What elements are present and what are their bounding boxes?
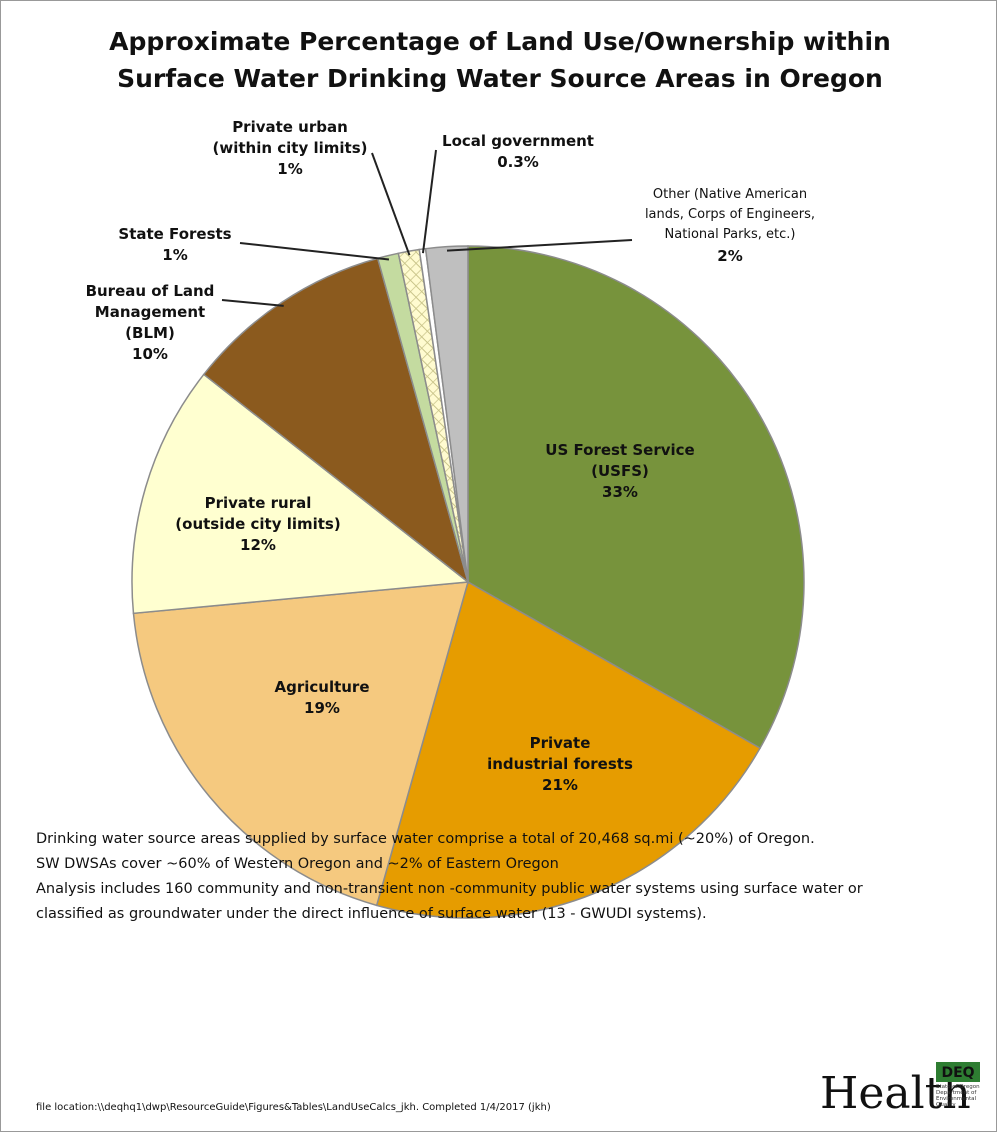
pie-slice xyxy=(424,245,469,583)
text-line: Private urban xyxy=(232,118,348,136)
slice-label: Agriculture xyxy=(274,678,369,696)
slice-label: State Forests xyxy=(118,225,231,243)
leader-line xyxy=(421,149,437,254)
slice-label: Private industrial forests xyxy=(487,734,633,773)
notes: Drinking water source areas supplied by … xyxy=(36,831,863,922)
text-line: lands, Corps of Engineers, xyxy=(645,207,815,222)
pie-slice xyxy=(132,581,470,907)
leader-line xyxy=(446,239,633,252)
text-line: (outside city limits) xyxy=(175,515,340,533)
text-line: Approximate Percentage of Land Use/Owner… xyxy=(109,27,891,56)
text-line: Other (Native American xyxy=(653,187,807,202)
slice-label: Local government xyxy=(442,132,594,150)
slice-label: Private urban (within city limits) xyxy=(213,118,368,157)
deq-sub-text: State of Oregon Department of Environmen… xyxy=(936,1084,980,1108)
pie-slice xyxy=(131,373,470,615)
deq-sub: State of Oregon Department of Environmen… xyxy=(936,1084,980,1108)
leader-line xyxy=(371,152,411,256)
slice-label: Private rural (outside city limits) xyxy=(175,494,340,533)
value-label: 33% xyxy=(602,483,638,501)
slice-label: Other (Native American lands, Corps of En… xyxy=(645,187,815,242)
text-line: (BLM) xyxy=(125,324,175,342)
value-label: 12% xyxy=(240,536,276,554)
value-label: 2% xyxy=(717,247,742,265)
footnote: Drinking water source areas supplied by … xyxy=(36,831,815,847)
footnote: SW DWSAs cover ~60% of Western Oregon an… xyxy=(36,856,559,872)
text-line: (USFS) xyxy=(591,462,649,480)
text-line: US Forest Service xyxy=(545,441,694,459)
text-line: National Parks, etc.) xyxy=(665,227,796,242)
text-line: (within city limits) xyxy=(213,139,368,157)
value-label: 21% xyxy=(542,776,578,794)
value-label: 1% xyxy=(162,246,187,264)
file-location: file location:\\deqhq1\dwp\ResourceGuide… xyxy=(36,1102,551,1113)
value-label: 19% xyxy=(304,699,340,717)
value-label: 0.3% xyxy=(497,153,539,171)
labels: US Forest Service (USFS) 33% Private industr… xyxy=(86,118,815,794)
footnote: Analysis includes 160 community and non-… xyxy=(36,881,863,897)
pie-slice xyxy=(375,580,762,919)
deq-logo-box xyxy=(936,1062,980,1082)
deq-logo: DEQ xyxy=(941,1065,974,1081)
slice-label: US Forest Service (USFS) xyxy=(545,441,694,480)
text-line: Management xyxy=(95,303,205,321)
value-label: 1% xyxy=(277,160,302,178)
leader-line xyxy=(239,242,390,261)
value-label: 10% xyxy=(132,345,168,363)
text-line: Bureau of Land xyxy=(86,282,215,300)
text-line: Private xyxy=(530,734,591,752)
slice-label: Bureau of Land Management (BLM) xyxy=(86,282,215,342)
text-line: Surface Water Drinking Water Source Area… xyxy=(117,64,883,93)
leader-line xyxy=(221,299,284,307)
text-line: Private rural xyxy=(205,494,312,512)
chart-title: Approximate Percentage of Land Use/Owner… xyxy=(109,27,891,93)
footnote: classified as groundwater under the dire… xyxy=(36,906,707,922)
pie-slice xyxy=(202,257,470,585)
pie-slice xyxy=(467,245,805,750)
pie xyxy=(131,245,805,919)
text-line: industrial forests xyxy=(487,755,633,773)
